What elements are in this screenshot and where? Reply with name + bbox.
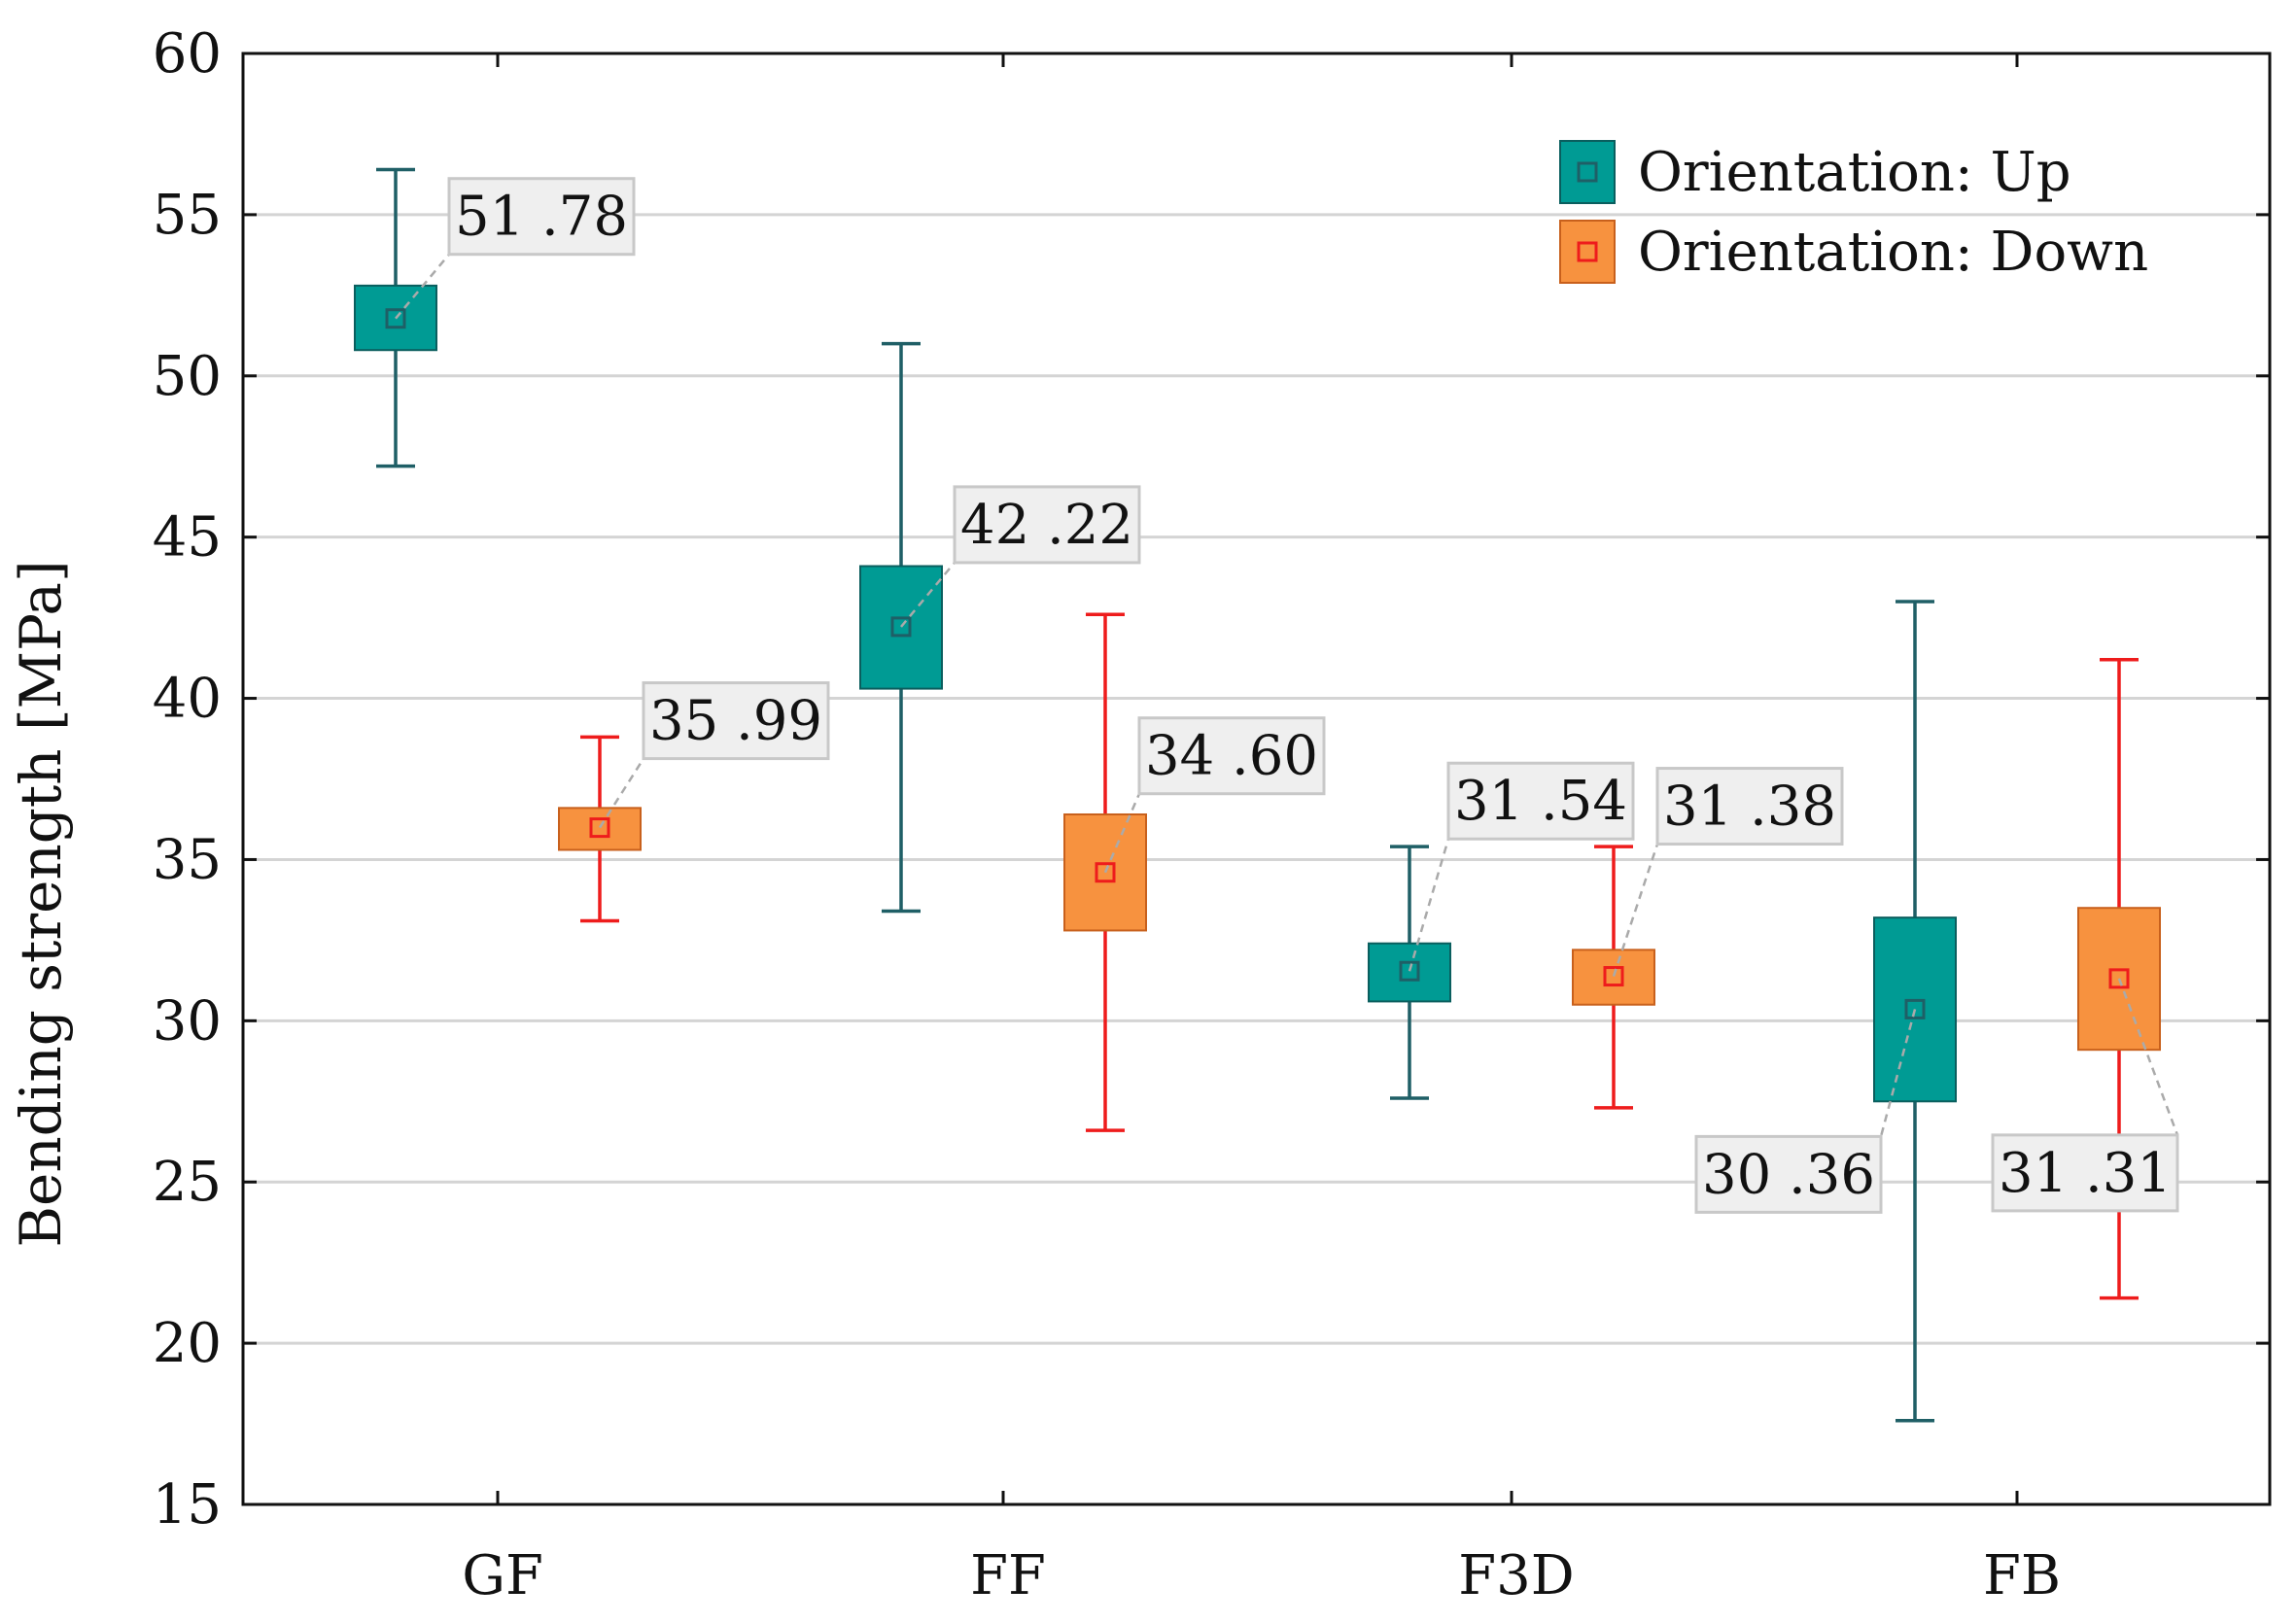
label-box: [1991, 1133, 2179, 1213]
box: [2077, 907, 2161, 1052]
mean-marker: [1603, 966, 1624, 987]
y-tick-label: 55: [153, 184, 222, 247]
box: [859, 565, 943, 690]
y-axis-title: Bending strength [MPa]: [8, 560, 74, 1247]
mean-value-label: 42 .22: [960, 494, 1133, 557]
label-box: [953, 485, 1141, 565]
box-group-down-f3d: [1572, 845, 1655, 1110]
mean-marker: [589, 817, 610, 839]
box: [1572, 949, 1655, 1006]
leader-line: [1408, 838, 1450, 972]
mean-marker: [1399, 960, 1420, 982]
label-box: [447, 177, 636, 257]
y-tick-label: 50: [153, 345, 222, 408]
mean-label-down-ff: 34 .60: [1103, 716, 1326, 874]
mean-marker: [385, 308, 406, 329]
mean-label-down-fb: 31 .31: [1991, 978, 2179, 1213]
label-box: [1446, 761, 1635, 841]
mean-value-label: 51 .78: [455, 186, 628, 249]
data-labels: 51 .78 42 .22 31 .54 30 .36 35 .99 34 .60 31 .…: [395, 177, 2179, 1214]
mean-value-label: 31 .31: [1999, 1142, 2172, 1205]
leader-line: [900, 562, 956, 628]
x-tick-label: F3D: [1458, 1544, 1574, 1607]
mean-label-up-fb: 30 .36: [1694, 1009, 1917, 1214]
legend-label: Orientation: Up: [1638, 141, 2071, 204]
box-group-up-f3d: [1368, 845, 1451, 1100]
y-tick-label: 35: [153, 828, 222, 891]
mean-marker: [890, 616, 912, 638]
mean-value-label: 31 .54: [1454, 770, 1627, 833]
legend-item-down: Orientation: Down: [1559, 220, 2148, 284]
leader-line: [1879, 1009, 1917, 1137]
legend-item-up: Orientation: Up: [1559, 140, 2071, 204]
y-tick-label: 40: [153, 668, 222, 731]
mean-label-down-gf: 35 .99: [598, 681, 830, 829]
mean-marker: [2108, 968, 2130, 989]
x-tick-label: FF: [970, 1544, 1046, 1607]
legend-label: Orientation: Down: [1638, 221, 2148, 284]
box: [558, 807, 642, 851]
box-group-down-ff: [1063, 612, 1147, 1132]
legend-marker: [1577, 161, 1598, 183]
leader-line: [395, 253, 450, 320]
box: [1368, 942, 1451, 1003]
legend-swatch: [1559, 220, 1616, 284]
mean-label-down-f3d: 31 .38: [1612, 767, 1844, 977]
box-group-down-gf: [558, 735, 642, 923]
box-group-up-ff: [859, 341, 943, 914]
plot-frame: [241, 52, 2272, 1506]
mean-value-label: 34 .60: [1145, 725, 1318, 788]
mean-marker: [1904, 998, 1926, 1019]
label-box: [642, 681, 830, 761]
mean-value-label: 35 .99: [649, 690, 822, 753]
leader-line: [1612, 844, 1659, 977]
mean-label-up-ff: 42 .22: [900, 485, 1141, 628]
leader-line: [1103, 793, 1141, 874]
mean-value-label: 30 .36: [1702, 1143, 1875, 1206]
y-tick-label: 45: [153, 506, 222, 570]
label-box: [1137, 716, 1326, 796]
mean-value-label: 31 .38: [1663, 776, 1836, 839]
legend-marker: [1577, 241, 1598, 262]
mean-marker: [1095, 862, 1116, 883]
legend: Orientation: Up Orientation: Down: [1559, 140, 2148, 284]
axes: 15 20 25 30 35 40 45 50 55 60 GF FF F3D FB: [153, 22, 2272, 1607]
y-tick-label: 30: [153, 989, 222, 1053]
legend-swatch: [1559, 140, 1616, 204]
y-tick-label: 20: [153, 1312, 222, 1375]
y-tick-label: 25: [153, 1151, 222, 1214]
y-tick-label: 60: [153, 22, 222, 86]
label-box: [1694, 1134, 1883, 1214]
x-tick-label: FB: [1983, 1544, 2061, 1607]
x-tick-label: GF: [462, 1544, 543, 1607]
y-tick-label: 15: [153, 1473, 222, 1537]
leader-line: [2117, 978, 2179, 1136]
mean-label-up-f3d: 31 .54: [1408, 761, 1635, 972]
mean-label-up-gf: 51 .78: [395, 177, 636, 320]
leader-line: [598, 757, 645, 829]
label-box: [1655, 767, 1844, 846]
